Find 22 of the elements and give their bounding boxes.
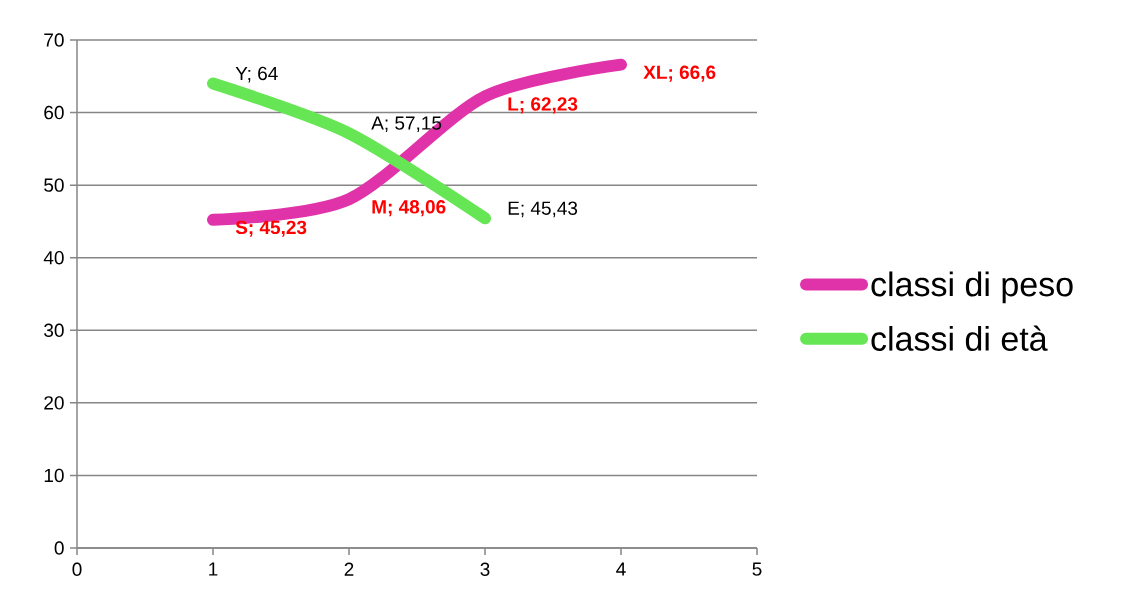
data-label: M; 48,06 [372, 200, 446, 217]
y-tick-label: 50 [44, 178, 64, 192]
legend-label: classi di età [871, 325, 1048, 351]
data-label: E; 45,43 [508, 201, 578, 218]
data-label: Y; 64 [235, 66, 278, 83]
y-tick-label: 10 [44, 468, 64, 483]
x-tick-label: 4 [616, 562, 626, 576]
y-tick-label: 30 [44, 323, 64, 338]
data-label: L; 62,23 [508, 97, 578, 114]
data-label: XL; 66,6 [643, 65, 716, 82]
y-tick-label: 70 [44, 33, 64, 47]
x-tick-label: 1 [209, 562, 218, 576]
x-tick-label: 3 [480, 562, 490, 576]
x-tick-label: 2 [344, 562, 354, 576]
x-tick-label: 5 [752, 562, 762, 576]
y-tick-label: 0 [54, 541, 64, 555]
data-label: S; 45,23 [235, 220, 307, 237]
y-tick-label: 20 [44, 396, 64, 410]
y-tick-label: 60 [44, 105, 64, 120]
y-tick-label: 40 [43, 250, 64, 265]
legend-label: classi di peso [871, 271, 1073, 304]
x-tick-label: 0 [72, 562, 82, 576]
